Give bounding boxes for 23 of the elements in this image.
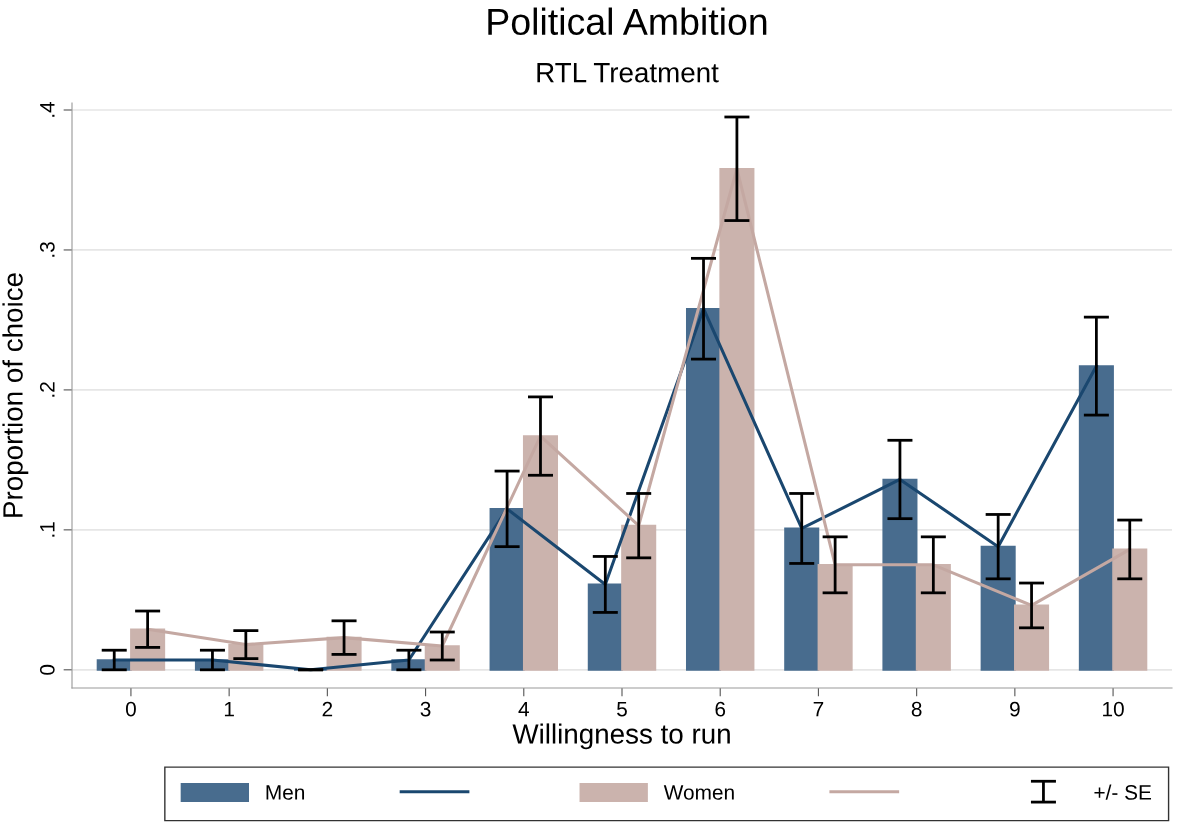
y-tick-label: .3	[39, 242, 55, 257]
y-tick-label: .1	[40, 522, 55, 537]
y-tick-label: .2	[39, 382, 55, 397]
y-axis-title: Proportion of choice	[2, 273, 29, 517]
x-tick-label: 8	[911, 701, 922, 717]
x-tick-label: 1	[224, 701, 234, 717]
x-tick-label: 4	[518, 701, 529, 717]
y-tick-label: .4	[40, 101, 55, 117]
chart-title: Political Ambition	[488, 7, 767, 36]
x-tick-label: 6	[715, 701, 726, 717]
chart-subtitle: RTL Treatment	[537, 63, 719, 83]
x-tick-label: 5	[617, 701, 627, 717]
text: +/- SE	[1094, 784, 1152, 800]
legend-label: Men	[266, 785, 305, 800]
x-tick-label: 9	[1010, 701, 1020, 717]
x-tick-label: 10	[1103, 701, 1124, 717]
x-tick-label: 0	[125, 701, 136, 717]
x-axis-title: Willingness to run	[512, 723, 730, 750]
x-tick-label: 7	[813, 701, 824, 717]
y-tick-label: 0	[39, 664, 55, 675]
legend-label: Women	[663, 785, 734, 800]
x-tick-label: 2	[322, 701, 333, 717]
x-tick-label: 3	[420, 701, 431, 717]
